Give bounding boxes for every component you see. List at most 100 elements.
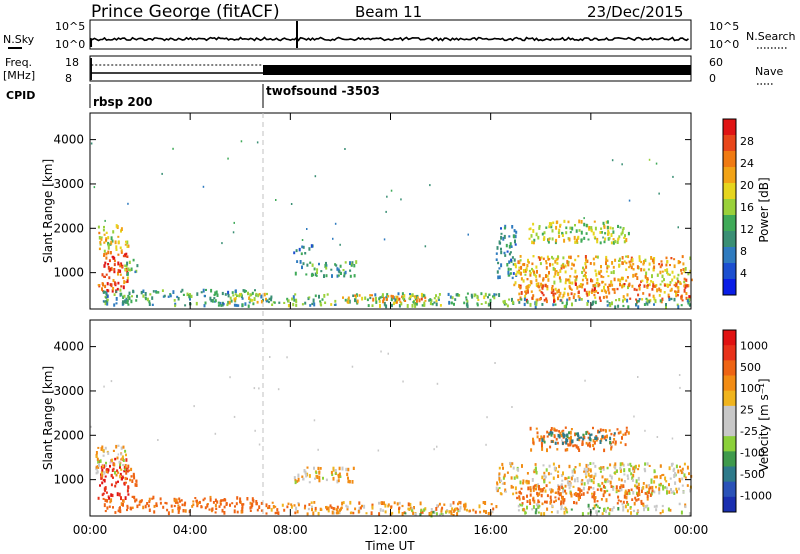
echo-cell [119, 273, 122, 276]
echo-cell [472, 508, 475, 512]
echo-cell [249, 509, 252, 512]
velocity-colorbar-tick: 25 [740, 404, 754, 417]
echo-cell [580, 238, 583, 243]
echo-cell [681, 255, 684, 259]
echo-cell [601, 434, 604, 439]
echo-cell [209, 498, 212, 502]
echo-cell [131, 495, 134, 498]
echo-cell [607, 480, 609, 483]
echo-cell [570, 435, 572, 440]
echo-cell [467, 233, 469, 236]
echo-cell [653, 284, 656, 288]
echo-cell [126, 470, 129, 473]
echo-cell [559, 223, 562, 226]
echo-cell [519, 255, 522, 258]
echo-cell [219, 301, 222, 306]
echo-cell [383, 501, 385, 506]
echo-cell [487, 512, 490, 516]
xtick-label: 00:00 [73, 523, 108, 537]
echo-cell [621, 230, 624, 235]
echo-cell [310, 501, 313, 504]
echo-cell [511, 276, 514, 280]
echo-cell [617, 431, 620, 435]
echo-cell [379, 303, 381, 308]
echo-cell [582, 433, 585, 437]
nave-tick-high: 60 [709, 56, 723, 69]
echo-cell [638, 492, 641, 497]
echo-cell [297, 473, 300, 478]
echo-cell [675, 294, 678, 298]
echo-cell [93, 186, 96, 189]
echo-cell [465, 296, 468, 299]
echo-cell [423, 508, 426, 512]
echo-cell [660, 260, 663, 263]
echo-cell [508, 252, 511, 256]
echo-cell [301, 265, 303, 270]
echo-cell [605, 439, 608, 442]
echo-cell [119, 288, 122, 292]
echo-cell [643, 303, 646, 306]
echo-cell [569, 255, 572, 260]
echo-cell [568, 486, 571, 490]
echo-cell [103, 471, 106, 475]
echo-cell [346, 506, 349, 511]
echo-cell [554, 469, 557, 472]
echo-cell [453, 302, 455, 306]
echo-cell [584, 471, 587, 476]
echo-cell [618, 477, 621, 481]
echo-cell [646, 278, 649, 281]
echo-cell [546, 435, 549, 438]
echo-cell [526, 505, 528, 510]
echo-cell [348, 299, 351, 304]
echo-cell [268, 505, 271, 509]
echo-cell [622, 304, 625, 308]
echo-cell [630, 511, 632, 515]
echo-cell [547, 472, 550, 476]
power-colorbar-tick: 20 [740, 179, 754, 192]
echo-cell [640, 489, 643, 493]
echo-cell [336, 479, 339, 484]
echo-cell [206, 503, 209, 508]
echo-cell [510, 484, 513, 489]
echo-cell [545, 297, 548, 301]
echo-cell [562, 293, 565, 298]
echo-cell [105, 273, 108, 276]
echo-cell [355, 260, 358, 264]
echo-cell [668, 295, 671, 299]
echo-cell [458, 509, 461, 512]
echo-cell [642, 504, 645, 507]
echo-cell [103, 249, 106, 253]
echo-cell [204, 301, 207, 305]
echo-cell [529, 426, 532, 431]
echo-cell [148, 500, 151, 504]
echo-cell [687, 272, 690, 276]
echo-cell [676, 303, 679, 307]
echo-cell [181, 288, 184, 292]
echo-cell [332, 511, 335, 515]
echo-cell [615, 488, 618, 492]
echo-cell [634, 484, 636, 488]
echo-cell [412, 511, 415, 515]
echo-cell [622, 276, 624, 281]
echo-cell [677, 260, 680, 264]
echo-cell [591, 492, 593, 495]
echo-cell [650, 256, 653, 260]
echo-cell [629, 506, 632, 509]
echo-cell [503, 481, 506, 485]
echo-cell [658, 287, 661, 292]
echo-cell [509, 251, 512, 254]
echo-cell [674, 284, 677, 288]
echo-cell [628, 266, 631, 269]
echo-cell [597, 483, 600, 487]
nsearch-tick-low: 10^0 [709, 38, 739, 51]
echo-cell [339, 243, 341, 246]
echo-cell [552, 476, 555, 480]
echo-cell [514, 262, 517, 267]
echo-cell [125, 481, 127, 484]
echo-cell [552, 292, 555, 297]
echo-cell [586, 278, 589, 282]
echo-cell [445, 510, 448, 513]
echo-cell [358, 294, 361, 297]
echo-cell [580, 481, 583, 486]
echo-cell [548, 433, 551, 436]
